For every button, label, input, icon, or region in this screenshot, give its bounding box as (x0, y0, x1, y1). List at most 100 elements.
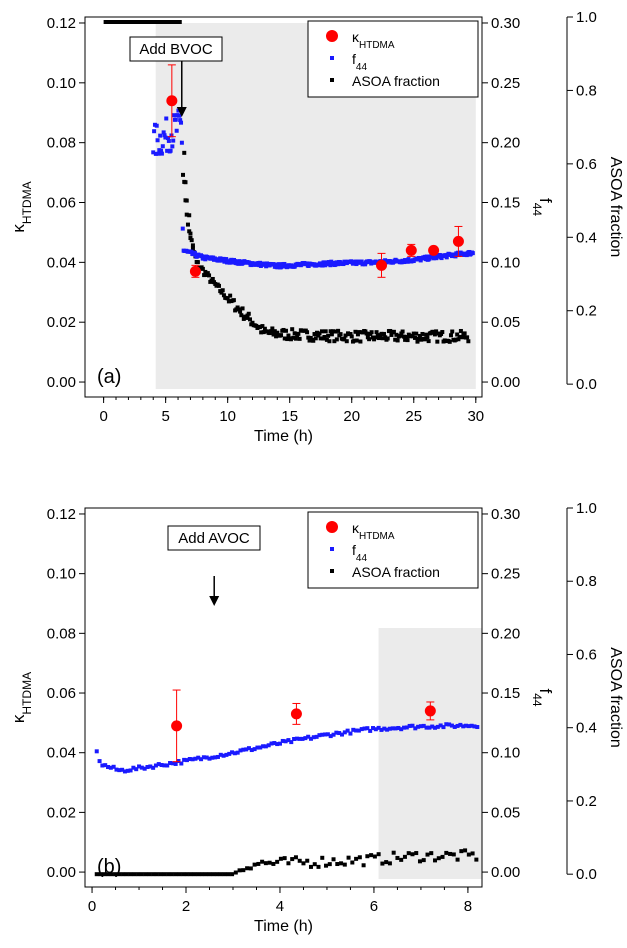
asoa-point (267, 860, 272, 865)
asoa-point (329, 332, 334, 337)
asoa-point (225, 296, 230, 301)
f44-point (399, 727, 404, 732)
asoa-point (187, 213, 192, 218)
f44-point (166, 138, 171, 143)
asoa-point (458, 328, 463, 333)
f44-point (232, 751, 237, 756)
x-axis-label: Time (h) (254, 918, 313, 935)
panel-label: (b) (97, 856, 121, 878)
f44-point (437, 252, 442, 257)
mid-tick-label: 0.10 (491, 745, 520, 762)
f44-point (438, 723, 443, 728)
f44-series (151, 108, 475, 270)
f44-point (246, 746, 251, 751)
f44-point (122, 769, 127, 774)
f44-point (255, 745, 260, 750)
asoa-point (222, 872, 227, 877)
asoa-point (328, 329, 333, 334)
kappa-point (428, 244, 440, 256)
f44-point (120, 767, 125, 772)
f44-point (199, 757, 204, 762)
asoa-point (410, 852, 415, 857)
x-tick-label: 20 (343, 408, 360, 425)
mid-axis-label: f44 (530, 688, 555, 706)
f44-point (303, 736, 308, 741)
asoa-point (173, 872, 178, 877)
asoa-point (369, 330, 374, 335)
f44-point (342, 730, 347, 735)
f44-point (351, 727, 356, 732)
asoa-point (260, 859, 265, 864)
asoa-point (331, 329, 336, 334)
f44-point (238, 748, 243, 753)
mid-tick-label: 0.10 (491, 254, 520, 271)
asoa-point (246, 311, 251, 316)
f44-point (111, 764, 116, 769)
x-tick-label: 30 (467, 408, 484, 425)
asoa-point (192, 872, 197, 877)
f44-point (356, 728, 361, 733)
f44-point (137, 764, 142, 769)
kappa-point (189, 265, 201, 277)
f44-point (190, 757, 195, 762)
f44-point (433, 725, 438, 730)
asoa-point (391, 850, 396, 855)
f44-point (458, 722, 463, 727)
f44-point (449, 723, 454, 728)
f44-point (161, 130, 166, 135)
asoa-point (332, 339, 337, 344)
annotation-text: Add AVOC (178, 530, 250, 547)
legend-label: f44 (352, 542, 367, 564)
asoa-point (379, 331, 384, 336)
f44-point (179, 761, 184, 766)
asoa-point (282, 336, 287, 341)
asoa-point (271, 332, 276, 337)
asoa-point (230, 872, 235, 877)
asoa-point (432, 332, 437, 337)
f44-point (173, 117, 178, 122)
asoa-point (106, 872, 111, 877)
f44-point (362, 726, 367, 731)
asoa-point (355, 332, 360, 337)
f44-series (94, 722, 480, 774)
asoa-point (124, 872, 129, 877)
asoa-point (324, 863, 329, 868)
asoa-point (205, 271, 210, 276)
asoa-point (319, 329, 324, 334)
asoa-point (290, 857, 295, 862)
asoa-point (354, 338, 359, 343)
annotation-box (167, 525, 261, 551)
f44-point (163, 135, 168, 140)
asoa-point (404, 335, 409, 340)
shaded-region (378, 628, 482, 879)
mid-tick-label: 0.15 (491, 685, 520, 702)
asoa-point (344, 339, 349, 344)
f44-point (176, 759, 181, 764)
asoa-point (216, 283, 221, 288)
kappa-point (166, 95, 178, 107)
plot-frame (84, 16, 483, 398)
f44-point (162, 763, 167, 768)
f44-point (160, 144, 165, 149)
asoa-point (241, 316, 246, 321)
f44-point (359, 259, 364, 264)
asoa-point (348, 332, 353, 337)
asoa-point (349, 334, 354, 339)
asoa-point (389, 332, 394, 337)
f44-point (128, 768, 133, 773)
f44-point (435, 724, 440, 729)
f44-point (153, 763, 158, 768)
asoa-point (143, 872, 148, 877)
asoa-point (190, 243, 195, 248)
f44-point (297, 736, 302, 741)
legend-label: f44 (352, 51, 367, 73)
f44-point (204, 755, 209, 760)
f44-point (192, 250, 197, 255)
asoa-point (248, 317, 253, 322)
asoa-point (245, 866, 250, 871)
asoa-point (465, 335, 470, 340)
asoa-point (429, 851, 434, 856)
f44-point (125, 768, 130, 773)
f44-point (469, 723, 474, 728)
